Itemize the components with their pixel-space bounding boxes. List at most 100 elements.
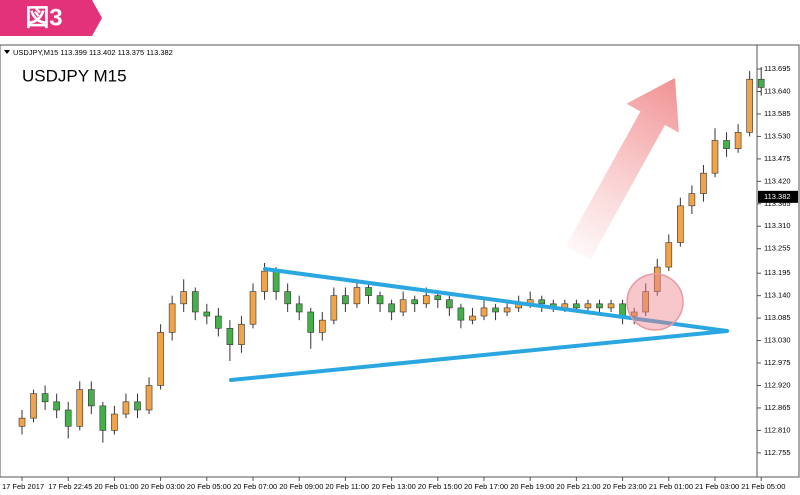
candle-body bbox=[700, 172, 707, 194]
x-tick-label: 17 Feb 2017 bbox=[2, 482, 44, 491]
candle-body bbox=[688, 193, 696, 207]
candle-body bbox=[711, 140, 719, 174]
y-tick-label: 113.420 bbox=[764, 176, 791, 185]
candle-body bbox=[642, 291, 650, 313]
y-tick-label: 113.255 bbox=[764, 244, 791, 253]
chart-title: USDJPY M15 bbox=[22, 66, 127, 85]
candle-body bbox=[723, 140, 730, 149]
candle-body bbox=[630, 311, 638, 317]
x-tick-label: 20 Feb 21:00 bbox=[556, 482, 600, 491]
candle-body bbox=[249, 291, 257, 325]
candle-body bbox=[757, 78, 765, 88]
y-tick-label: 113.695 bbox=[764, 64, 791, 73]
candle-body bbox=[191, 291, 199, 313]
x-tick-label: 20 Feb 01:00 bbox=[94, 482, 138, 491]
candle-body bbox=[30, 393, 37, 419]
candle-body bbox=[284, 291, 291, 305]
y-tick-label: 113.585 bbox=[764, 109, 791, 118]
candle-body bbox=[353, 287, 361, 305]
candle-body bbox=[180, 291, 187, 305]
badge: 図3 bbox=[25, 4, 62, 31]
candle-body bbox=[503, 307, 511, 313]
candle-body bbox=[596, 303, 603, 309]
candle-body bbox=[573, 303, 580, 309]
candle-body bbox=[76, 389, 84, 427]
chart-header: USDJPY,M15 113.399 113.402 113.375 113.3… bbox=[13, 48, 173, 57]
up-arrow bbox=[565, 78, 679, 260]
x-tick-label: 20 Feb 13:00 bbox=[372, 482, 416, 491]
candle-body bbox=[365, 287, 372, 296]
candle-body bbox=[168, 303, 176, 333]
x-tick-label: 20 Feb 17:00 bbox=[464, 482, 508, 491]
candle-body bbox=[111, 413, 118, 431]
x-tick-label: 20 Feb 15:00 bbox=[418, 482, 462, 491]
candle-body bbox=[492, 307, 499, 313]
candle-body bbox=[653, 266, 661, 292]
breakout-circle bbox=[626, 273, 684, 331]
plot-area: 113.695 113.640 113.585 113.530 113.475 113.4… bbox=[2, 64, 798, 491]
x-tick-label: 21 Feb 03:00 bbox=[695, 482, 739, 491]
candle-body bbox=[272, 270, 280, 292]
candle-body bbox=[342, 295, 349, 305]
y-tick-label: 112.755 bbox=[764, 448, 791, 457]
arrow-shape bbox=[565, 78, 679, 260]
candle-body bbox=[619, 303, 626, 317]
candle-body bbox=[64, 409, 72, 427]
y-tick-label: 113.140 bbox=[764, 291, 791, 300]
candle-body bbox=[538, 299, 546, 305]
candle-body bbox=[388, 303, 395, 313]
candle-body bbox=[88, 389, 95, 407]
candle-body bbox=[434, 295, 442, 301]
candle-body bbox=[411, 299, 419, 305]
candle-body bbox=[41, 393, 49, 403]
candle-body bbox=[399, 299, 407, 313]
x-tick-label: 20 Feb 05:00 bbox=[187, 482, 231, 491]
upper-trendline bbox=[263, 267, 729, 333]
candle-body bbox=[318, 319, 326, 333]
candle-body bbox=[584, 303, 592, 309]
badge-bg bbox=[0, 0, 102, 36]
lower-trendline bbox=[229, 329, 729, 382]
candle-body bbox=[226, 328, 234, 345]
candle-body bbox=[122, 401, 130, 415]
candle-body bbox=[18, 417, 26, 427]
candle-body bbox=[446, 299, 453, 309]
y-tick-label: 113.030 bbox=[764, 336, 791, 345]
candle-body bbox=[746, 78, 753, 133]
candle-body bbox=[307, 311, 315, 333]
candle-body bbox=[376, 295, 384, 305]
candle-body bbox=[469, 315, 476, 321]
current-price-box bbox=[758, 190, 798, 203]
y-tick-label: 113.530 bbox=[764, 131, 791, 140]
candle-body bbox=[203, 311, 211, 317]
candle-body bbox=[99, 405, 107, 431]
y-tick-label: 112.810 bbox=[764, 425, 791, 434]
candle-body bbox=[330, 295, 338, 321]
current-price-label: 113.382 bbox=[764, 192, 791, 201]
x-tick-label: 20 Feb 03:00 bbox=[141, 482, 185, 491]
y-tick-label: 113.640 bbox=[764, 86, 791, 95]
x-tick-label: 20 Feb 19:00 bbox=[510, 482, 554, 491]
y-tick-label: 112.865 bbox=[764, 403, 791, 412]
x-tick-label: 20 Feb 11:00 bbox=[325, 482, 369, 491]
chart-frame bbox=[0, 44, 800, 478]
candle-body bbox=[422, 295, 430, 305]
candle-body bbox=[734, 132, 742, 149]
x-tick-label: 21 Feb 05:00 bbox=[741, 482, 785, 491]
x-tick-label: 20 Feb 09:00 bbox=[279, 482, 323, 491]
candle-body bbox=[665, 242, 673, 268]
candle-body bbox=[295, 303, 303, 313]
candle-body bbox=[607, 303, 615, 309]
y-tick-label: 112.975 bbox=[764, 358, 791, 367]
y-tick-label: 113.475 bbox=[764, 154, 791, 163]
y-tick-label: 113.195 bbox=[764, 268, 791, 277]
candle-body bbox=[457, 307, 465, 321]
candle-body bbox=[157, 332, 164, 386]
x-tick-label: 21 Feb 01:00 bbox=[649, 482, 693, 491]
y-tick-label: 112.920 bbox=[764, 380, 791, 389]
x-tick-label: 17 Feb 22:45 bbox=[48, 482, 92, 491]
candle-body bbox=[53, 401, 60, 411]
candle-body bbox=[134, 401, 141, 411]
y-tick-label: 113.365 bbox=[764, 199, 791, 208]
